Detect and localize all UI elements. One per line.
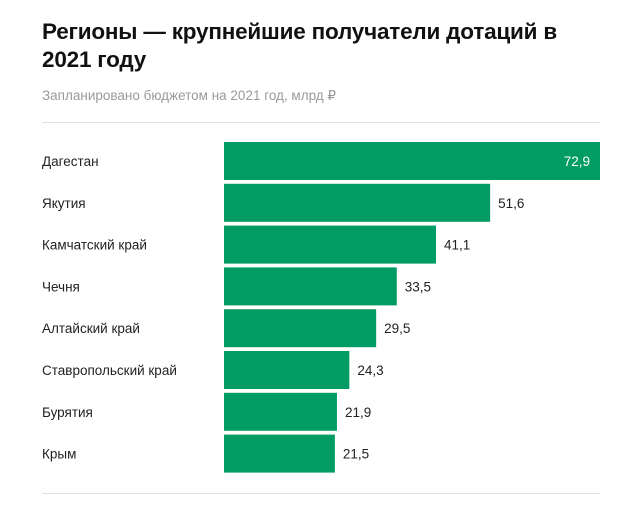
bar: [224, 267, 397, 306]
bar: [224, 183, 491, 222]
category-label: Чечня: [42, 279, 80, 294]
bar: [224, 225, 436, 264]
bar: [224, 392, 337, 431]
value-label: 24,3: [357, 363, 383, 378]
category-label: Камчатский край: [42, 238, 147, 253]
bar: [224, 351, 350, 389]
bar: [224, 142, 600, 180]
bar: [224, 309, 377, 348]
category-label: Алтайский край: [42, 321, 140, 336]
bar: [224, 434, 335, 473]
value-label: 72,9: [564, 154, 590, 169]
value-label: 41,1: [444, 238, 470, 253]
category-label: Ставропольский край: [42, 363, 177, 378]
category-label: Крым: [42, 447, 76, 462]
top-divider: [42, 122, 600, 123]
value-label: 51,6: [498, 196, 524, 211]
value-label: 21,9: [345, 405, 371, 420]
value-label: 21,5: [343, 447, 369, 462]
chart-title: Регионы — крупнейшие получатели дотаций …: [42, 19, 557, 72]
category-label: Якутия: [42, 196, 86, 211]
value-label: 29,5: [384, 321, 410, 336]
chart-subtitle: Запланировано бюджетом на 2021 год, млрд…: [42, 88, 337, 103]
category-label: Дагестан: [42, 154, 99, 169]
category-label: Бурятия: [42, 405, 93, 420]
bottom-divider: [42, 493, 600, 494]
value-label: 33,5: [405, 279, 431, 294]
